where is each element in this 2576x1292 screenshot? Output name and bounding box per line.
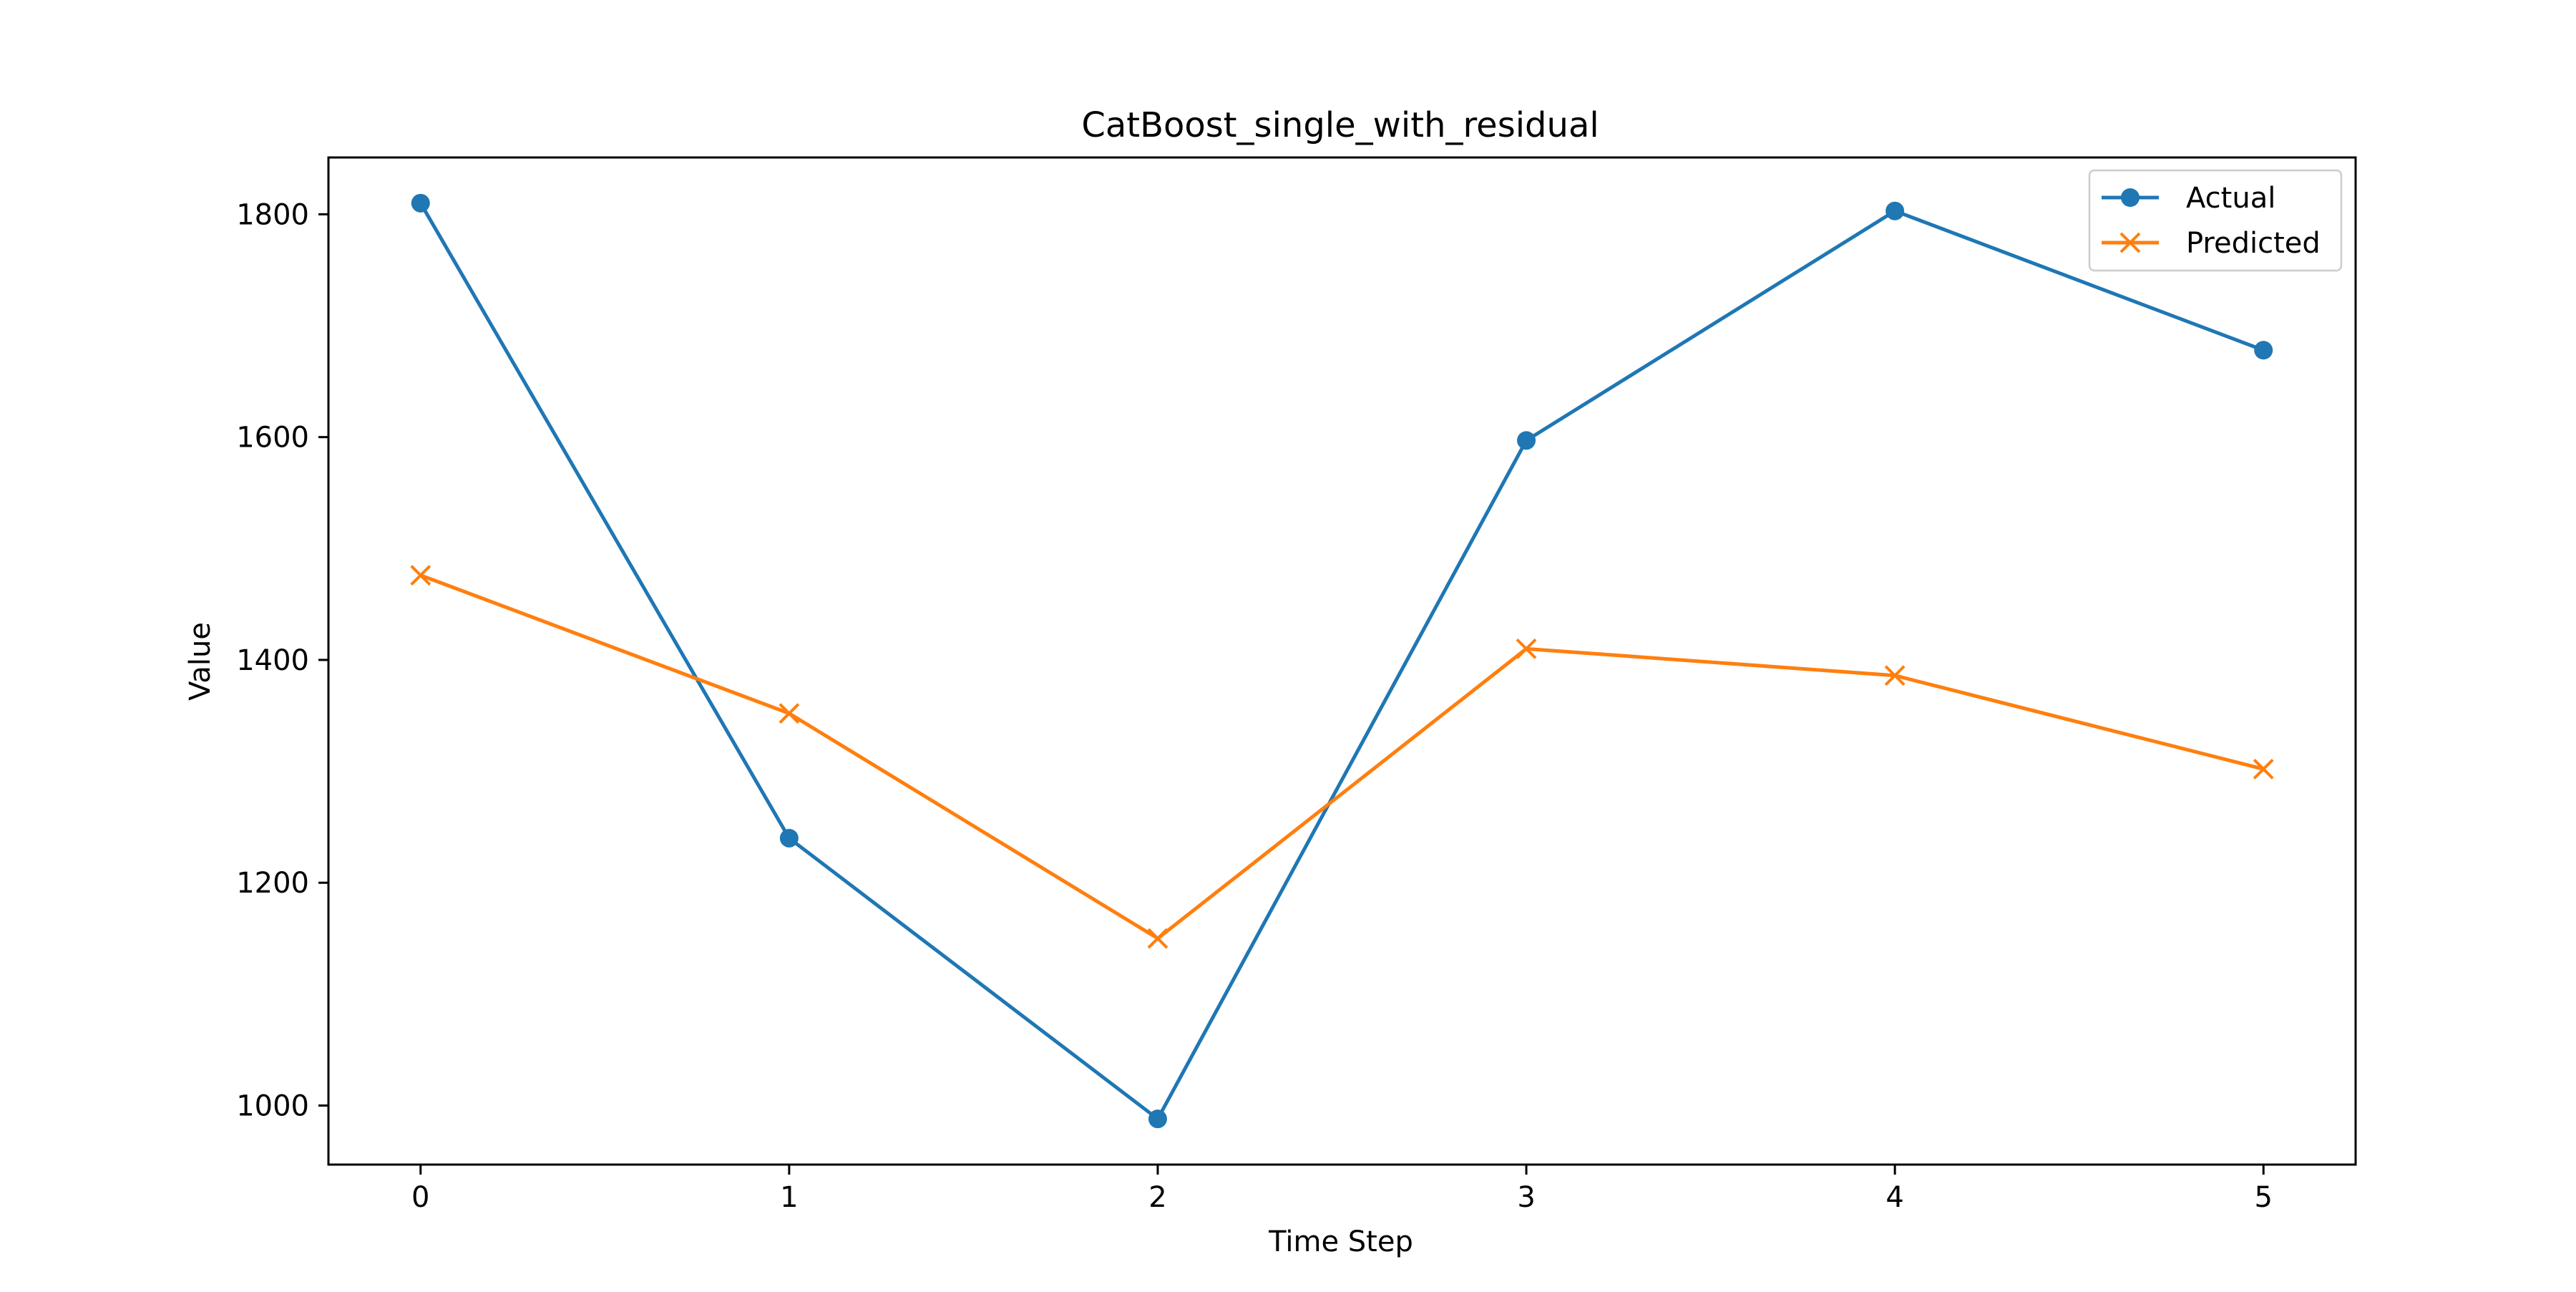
x-axis-label: Time Step xyxy=(1268,1225,1413,1258)
x-tick-label-4: 4 xyxy=(1885,1181,1903,1214)
series-predicted-point-2 xyxy=(1147,928,1169,949)
series-predicted-point-5 xyxy=(2253,759,2274,779)
legend-box xyxy=(2088,169,2343,272)
legend-actual-label: Actual xyxy=(2186,182,2275,215)
legend-actual-marker xyxy=(2121,188,2140,207)
y-tick-label-3: 1600 xyxy=(236,422,309,455)
x-tick-label-0: 0 xyxy=(411,1181,429,1214)
series-actual-point-4 xyxy=(1885,201,1905,220)
series-predicted-point-3 xyxy=(1516,638,1537,659)
y-axis: 1000 1200 1400 1600 1800 xyxy=(236,198,328,1123)
x-tick-label-3: 3 xyxy=(1517,1181,1535,1214)
series-predicted-line xyxy=(419,573,2264,941)
series-actual-line xyxy=(419,202,2265,1121)
series-predicted-point-1 xyxy=(779,703,800,724)
series-layer xyxy=(410,193,2274,1129)
y-tick-label-2: 1400 xyxy=(236,644,309,677)
legend-predicted-label: Predicted xyxy=(2186,227,2321,260)
x-tick-label-2: 2 xyxy=(1148,1181,1166,1214)
series-actual-point-5 xyxy=(2254,341,2273,360)
legend: Actual Predicted xyxy=(2088,169,2343,272)
series-actual-point-0 xyxy=(411,193,430,213)
y-tick-label-4: 1800 xyxy=(236,198,309,231)
x-tick-label-1: 1 xyxy=(780,1181,798,1214)
y-axis-label: Value xyxy=(184,622,217,701)
y-tick-label-1: 1200 xyxy=(236,867,309,900)
series-actual-point-2 xyxy=(1148,1109,1167,1129)
series-actual-point-1 xyxy=(779,828,799,847)
chart-title: CatBoost_single_with_residual xyxy=(1081,105,1599,145)
series-actual-point-3 xyxy=(1517,431,1536,450)
plot-frame xyxy=(327,156,2357,1166)
series-predicted-point-0 xyxy=(410,565,431,586)
series-predicted-point-4 xyxy=(1884,665,1906,686)
legend-predicted-marker xyxy=(2119,232,2141,253)
x-axis: 0 1 2 3 4 5 xyxy=(411,1165,2273,1214)
x-tick-label-5: 5 xyxy=(2255,1181,2273,1214)
y-tick-label-0: 1000 xyxy=(236,1090,309,1123)
